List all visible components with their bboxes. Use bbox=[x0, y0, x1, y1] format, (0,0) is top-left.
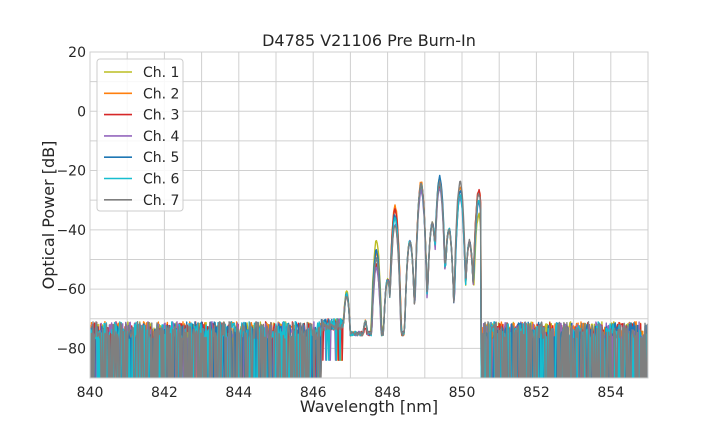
plot-frame bbox=[89, 51, 649, 379]
series-lines bbox=[90, 174, 648, 378]
y-tick-label: 0 bbox=[77, 104, 86, 120]
x-tick-label: 840 bbox=[77, 385, 104, 401]
y-tick-label: −60 bbox=[56, 282, 86, 298]
legend-box bbox=[96, 58, 184, 212]
y-tick-labels: 20 0 −20 −40 −60 −80 bbox=[56, 45, 86, 357]
x-tick-label: 842 bbox=[151, 385, 178, 401]
legend-label: Ch. 6 bbox=[143, 172, 180, 188]
legend-items: Ch. 1 Ch. 2 Ch. 3 Ch. 4 Ch. 5 Ch. 6 Ch. 7 bbox=[104, 65, 180, 209]
x-tick-label: 854 bbox=[597, 385, 624, 401]
y-axis-label: Optical Power [dB] bbox=[39, 141, 58, 290]
y-tick-label: −40 bbox=[56, 223, 86, 239]
series-line-7 bbox=[90, 180, 648, 378]
x-tick-labels: 840 842 844 846 848 850 852 854 bbox=[77, 385, 625, 401]
series-line-3 bbox=[90, 184, 648, 378]
y-tick-label: −20 bbox=[56, 164, 86, 180]
x-tick-label: 852 bbox=[523, 385, 550, 401]
x-tick-label: 850 bbox=[449, 385, 476, 401]
x-tick-label: 844 bbox=[225, 385, 252, 401]
y-tick-label: −80 bbox=[56, 341, 86, 357]
legend-label: Ch. 5 bbox=[143, 150, 179, 166]
chart-title: D4785 V21106 Pre Burn-In bbox=[262, 31, 476, 50]
legend-label: Ch. 1 bbox=[143, 65, 179, 81]
x-axis-label: Wavelength [nm] bbox=[300, 397, 438, 416]
x-tick-label: 846 bbox=[300, 385, 327, 401]
legend: Ch. 1 Ch. 2 Ch. 3 Ch. 4 Ch. 5 Ch. 6 Ch. 7 bbox=[96, 58, 184, 212]
y-tick-label: 20 bbox=[68, 45, 86, 61]
legend-label: Ch. 7 bbox=[143, 193, 179, 209]
legend-label: Ch. 2 bbox=[143, 86, 179, 102]
legend-label: Ch. 3 bbox=[143, 108, 179, 124]
x-tick-label: 848 bbox=[374, 385, 401, 401]
legend-label: Ch. 4 bbox=[143, 129, 180, 145]
